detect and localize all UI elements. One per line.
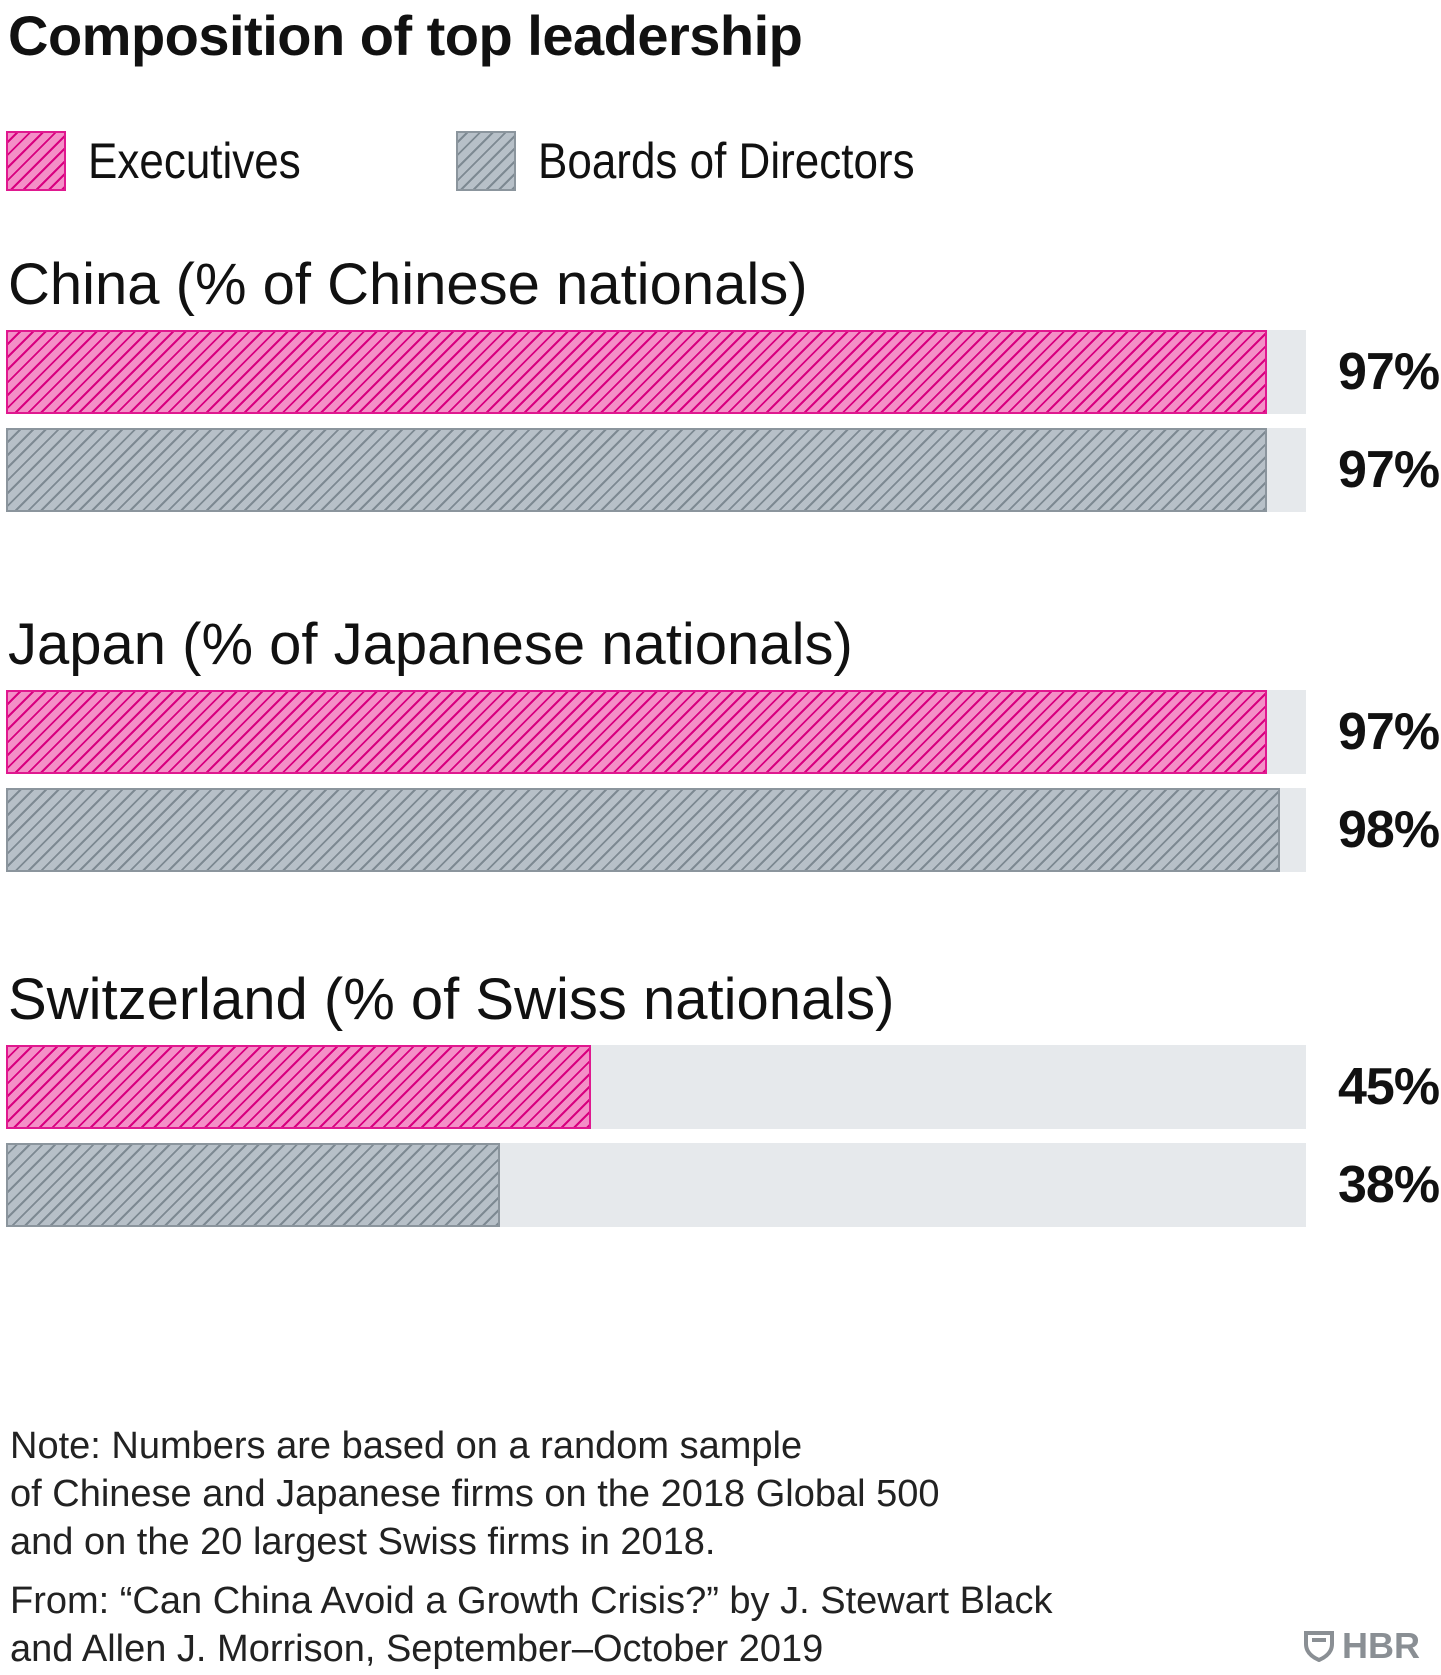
logo-text: HBR — [1342, 1625, 1420, 1666]
bar-track-1-executives — [6, 690, 1306, 774]
bar-2-boards — [6, 1143, 500, 1227]
source-line-2: and Allen J. Morrison, September–October… — [10, 1628, 824, 1670]
group-title-0: China (% of Chinese nationals) — [8, 252, 808, 317]
legend-swatch-executives — [6, 131, 66, 191]
note-line-1: Note: Numbers are based on a random samp… — [10, 1425, 803, 1467]
chart-note: Note: Numbers are based on a random samp… — [10, 1422, 940, 1566]
shield-icon — [1304, 1631, 1334, 1662]
bar-1-executives — [6, 690, 1267, 774]
value-label-0-boards: 97% — [1338, 441, 1440, 499]
legend-boards: Boards of Directors — [456, 128, 966, 194]
bar-2-executives — [6, 1045, 591, 1129]
note-line-2: of Chinese and Japanese firms on the 201… — [10, 1473, 940, 1515]
chart-source: From: “Can China Avoid a Growth Crisis?”… — [10, 1577, 1053, 1673]
hbr-logo: HBR — [1304, 1625, 1420, 1667]
chart-title: Composition of top leadership — [8, 4, 803, 67]
value-label-2-boards: 38% — [1338, 1156, 1440, 1214]
legend-swatch-boards — [456, 131, 516, 191]
bar-track-2-executives — [6, 1045, 1306, 1129]
bar-track-2-boards — [6, 1143, 1306, 1227]
value-label-0-executives: 97% — [1338, 343, 1440, 401]
legend-label-boards: Boards of Directors — [538, 133, 915, 189]
bar-track-0-executives — [6, 330, 1306, 414]
bar-track-1-boards — [6, 788, 1306, 872]
bar-0-executives — [6, 330, 1267, 414]
value-label-1-executives: 97% — [1338, 703, 1440, 761]
bar-0-boards — [6, 428, 1267, 512]
note-line-3: and on the 20 largest Swiss firms in 201… — [10, 1521, 716, 1563]
group-title-1: Japan (% of Japanese nationals) — [8, 612, 853, 677]
legend-label-executives: Executives — [88, 133, 301, 189]
legend-executives: Executives — [6, 128, 330, 194]
bar-1-boards — [6, 788, 1280, 872]
value-label-2-executives: 45% — [1338, 1058, 1440, 1116]
bar-track-0-boards — [6, 428, 1306, 512]
value-label-1-boards: 98% — [1338, 801, 1440, 859]
group-title-2: Switzerland (% of Swiss nationals) — [8, 967, 895, 1032]
source-line-1: From: “Can China Avoid a Growth Crisis?”… — [10, 1580, 1053, 1622]
